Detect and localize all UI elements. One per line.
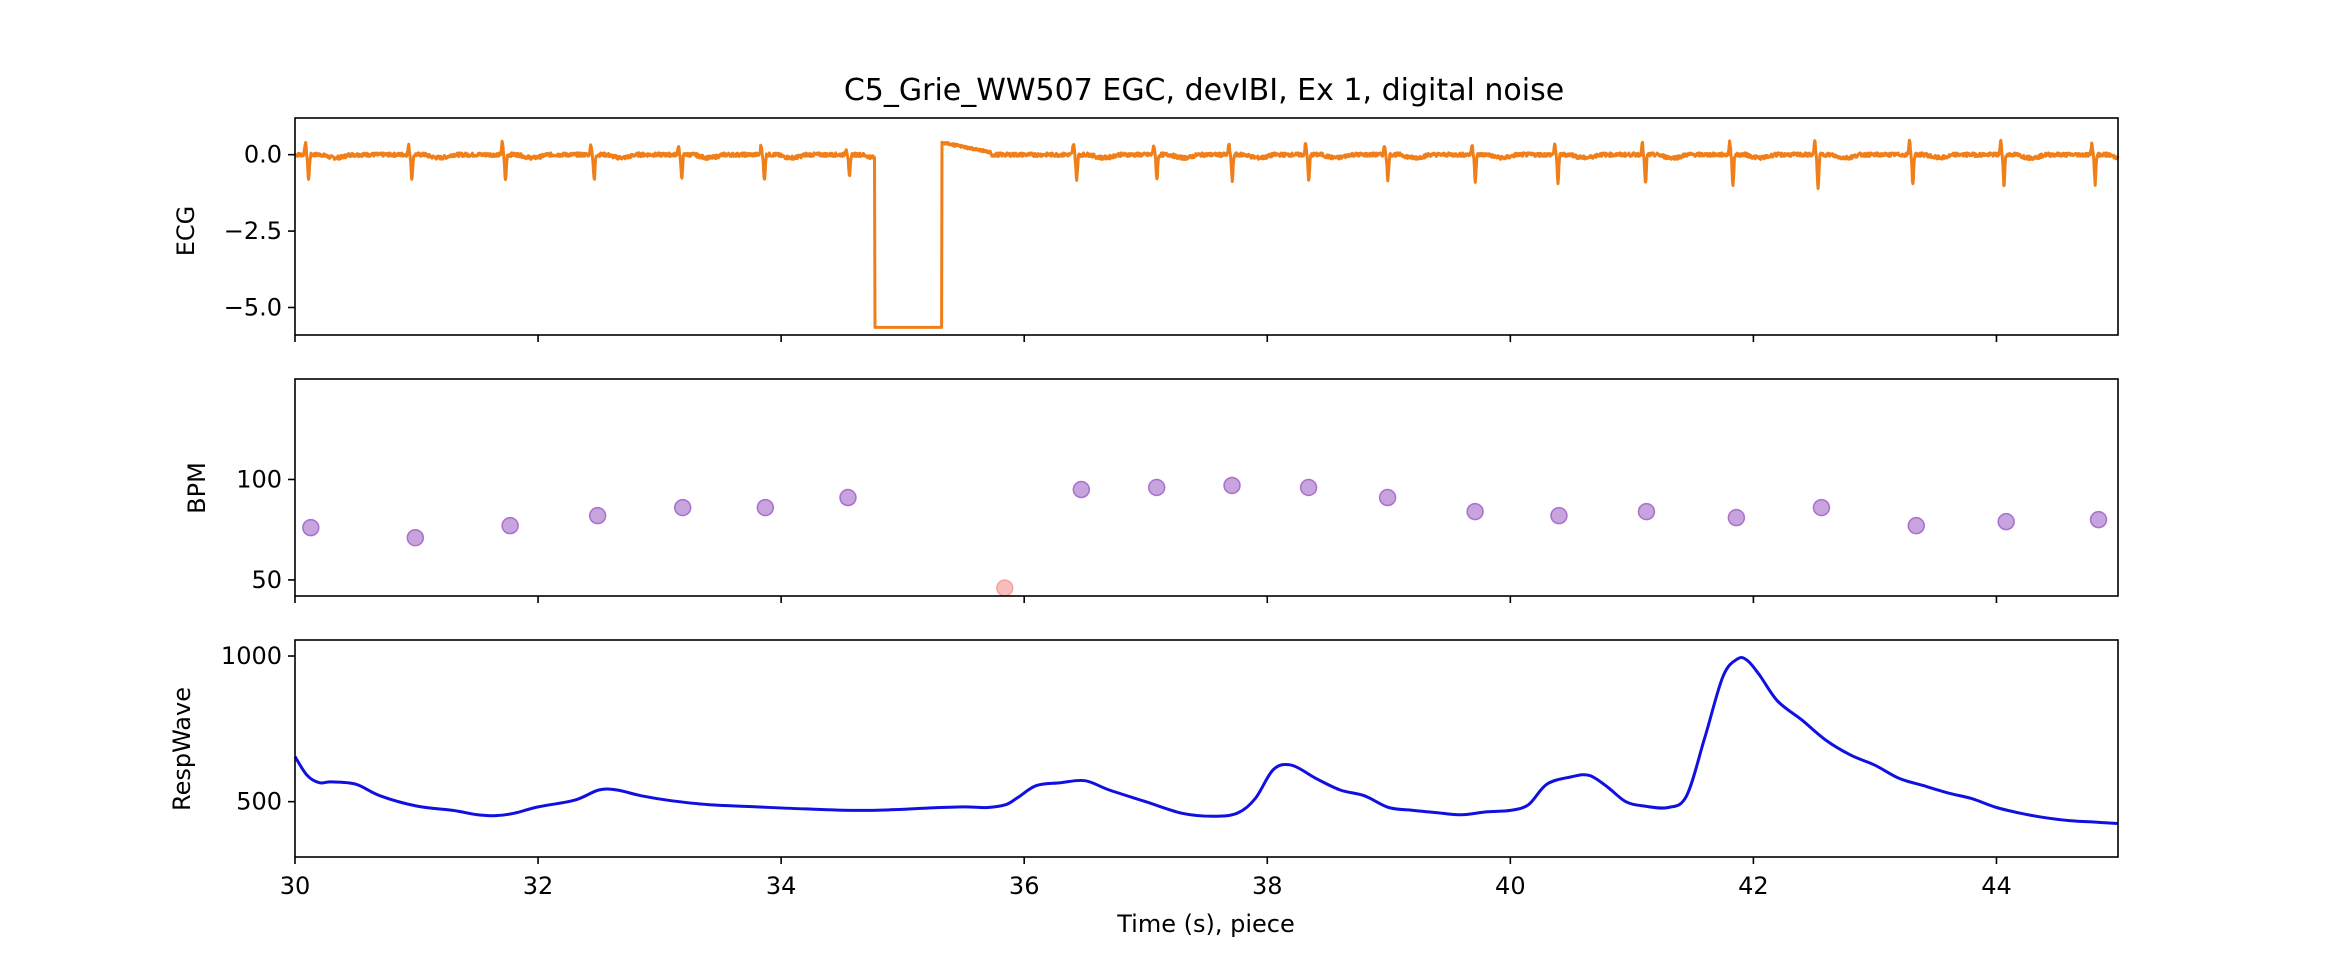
x-tick-label: 36 bbox=[1009, 872, 1040, 900]
bpm-point bbox=[406, 528, 425, 547]
ecg-ylabel: ECG bbox=[172, 206, 200, 257]
bpm-point bbox=[1727, 508, 1746, 527]
bpm-point bbox=[1378, 488, 1397, 507]
bpm-point bbox=[673, 498, 692, 517]
x-tick-label: 34 bbox=[766, 872, 797, 900]
x-tick-label: 38 bbox=[1252, 872, 1283, 900]
bpm-y-ticks: 50 100 bbox=[236, 465, 295, 594]
resp-y-tick-label: 500 bbox=[236, 788, 282, 816]
x-tick-label: 30 bbox=[280, 872, 311, 900]
resp-frame bbox=[294, 639, 2119, 858]
bpm-point bbox=[588, 506, 607, 525]
resp-x-ticks: 30 32 34 36 38 40 42 44 bbox=[280, 857, 2012, 900]
bpm-y-tick-label: 100 bbox=[236, 465, 282, 493]
ecg-frame bbox=[294, 117, 2119, 336]
bpm-point bbox=[756, 498, 775, 517]
bpm-point bbox=[1223, 476, 1241, 495]
bpm-x-ticks bbox=[294, 596, 1998, 603]
ecg-trace bbox=[294, 138, 2120, 329]
resp-trace bbox=[293, 656, 2119, 825]
ecg-y-ticks: 0.0 −2.5 −5.0 bbox=[224, 141, 295, 321]
bpm-point bbox=[1147, 478, 1166, 497]
resp-y-ticks: 500 1000 bbox=[221, 642, 295, 816]
bpm-point bbox=[2089, 510, 2108, 529]
bpm-point bbox=[1550, 506, 1568, 525]
ecg-y-tick-label: 0.0 bbox=[244, 141, 282, 169]
bpm-y-tick-label: 50 bbox=[251, 566, 282, 594]
ecg-y-tick-label: −5.0 bbox=[224, 293, 282, 321]
bpm-point bbox=[1072, 480, 1091, 499]
x-tick-label: 44 bbox=[1981, 872, 2012, 900]
x-tick-label: 40 bbox=[1495, 872, 1526, 900]
bpm-frame bbox=[294, 378, 2119, 597]
bpm-point bbox=[1812, 498, 1831, 517]
bpm-point bbox=[1997, 512, 2015, 531]
x-tick-label: 32 bbox=[523, 872, 554, 900]
bpm-point bbox=[1907, 516, 1926, 535]
x-axis-label: Time (s), piece bbox=[1116, 910, 1294, 938]
resp-y-tick-label: 1000 bbox=[221, 642, 282, 670]
bpm-point bbox=[302, 518, 320, 537]
bpm-point bbox=[839, 488, 857, 507]
bpm-points bbox=[302, 476, 2108, 597]
bpm-point bbox=[1466, 502, 1484, 521]
bpm-outlier-point bbox=[996, 579, 1014, 597]
bpm-ylabel: BPM bbox=[183, 462, 211, 514]
chart-title: C5_Grie_WW507 EGC, devIBI, Ex 1, digital… bbox=[844, 73, 1564, 108]
ecg-panel: ECG 0.0 −2.5 −5.0 bbox=[172, 117, 2120, 342]
ecg-x-ticks bbox=[294, 335, 1998, 342]
bpm-point bbox=[501, 516, 519, 535]
x-tick-label: 42 bbox=[1738, 872, 1769, 900]
resp-panel: RespWave 500 1000 30 32 34 36 38 40 42 44 bbox=[168, 639, 2119, 900]
bpm-point bbox=[1299, 478, 1318, 497]
resp-ylabel: RespWave bbox=[168, 687, 196, 811]
ecg-y-tick-label: −2.5 bbox=[224, 217, 282, 245]
bpm-panel: BPM 50 100 bbox=[183, 378, 2119, 603]
bpm-point bbox=[1637, 502, 1656, 521]
